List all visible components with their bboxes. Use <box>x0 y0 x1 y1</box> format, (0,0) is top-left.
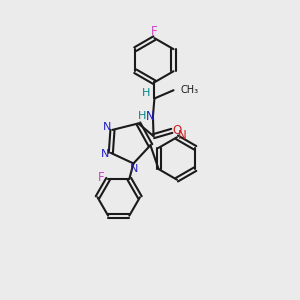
Text: CH₃: CH₃ <box>180 85 198 95</box>
Text: H: H <box>141 88 150 98</box>
Text: F: F <box>98 171 105 184</box>
Text: F: F <box>151 25 158 38</box>
Text: N: N <box>101 148 109 158</box>
Text: N: N <box>178 129 187 142</box>
Text: H: H <box>138 110 146 121</box>
Text: O: O <box>172 124 182 137</box>
Text: N: N <box>130 164 138 174</box>
Text: N: N <box>103 122 112 132</box>
Text: N: N <box>146 110 154 123</box>
